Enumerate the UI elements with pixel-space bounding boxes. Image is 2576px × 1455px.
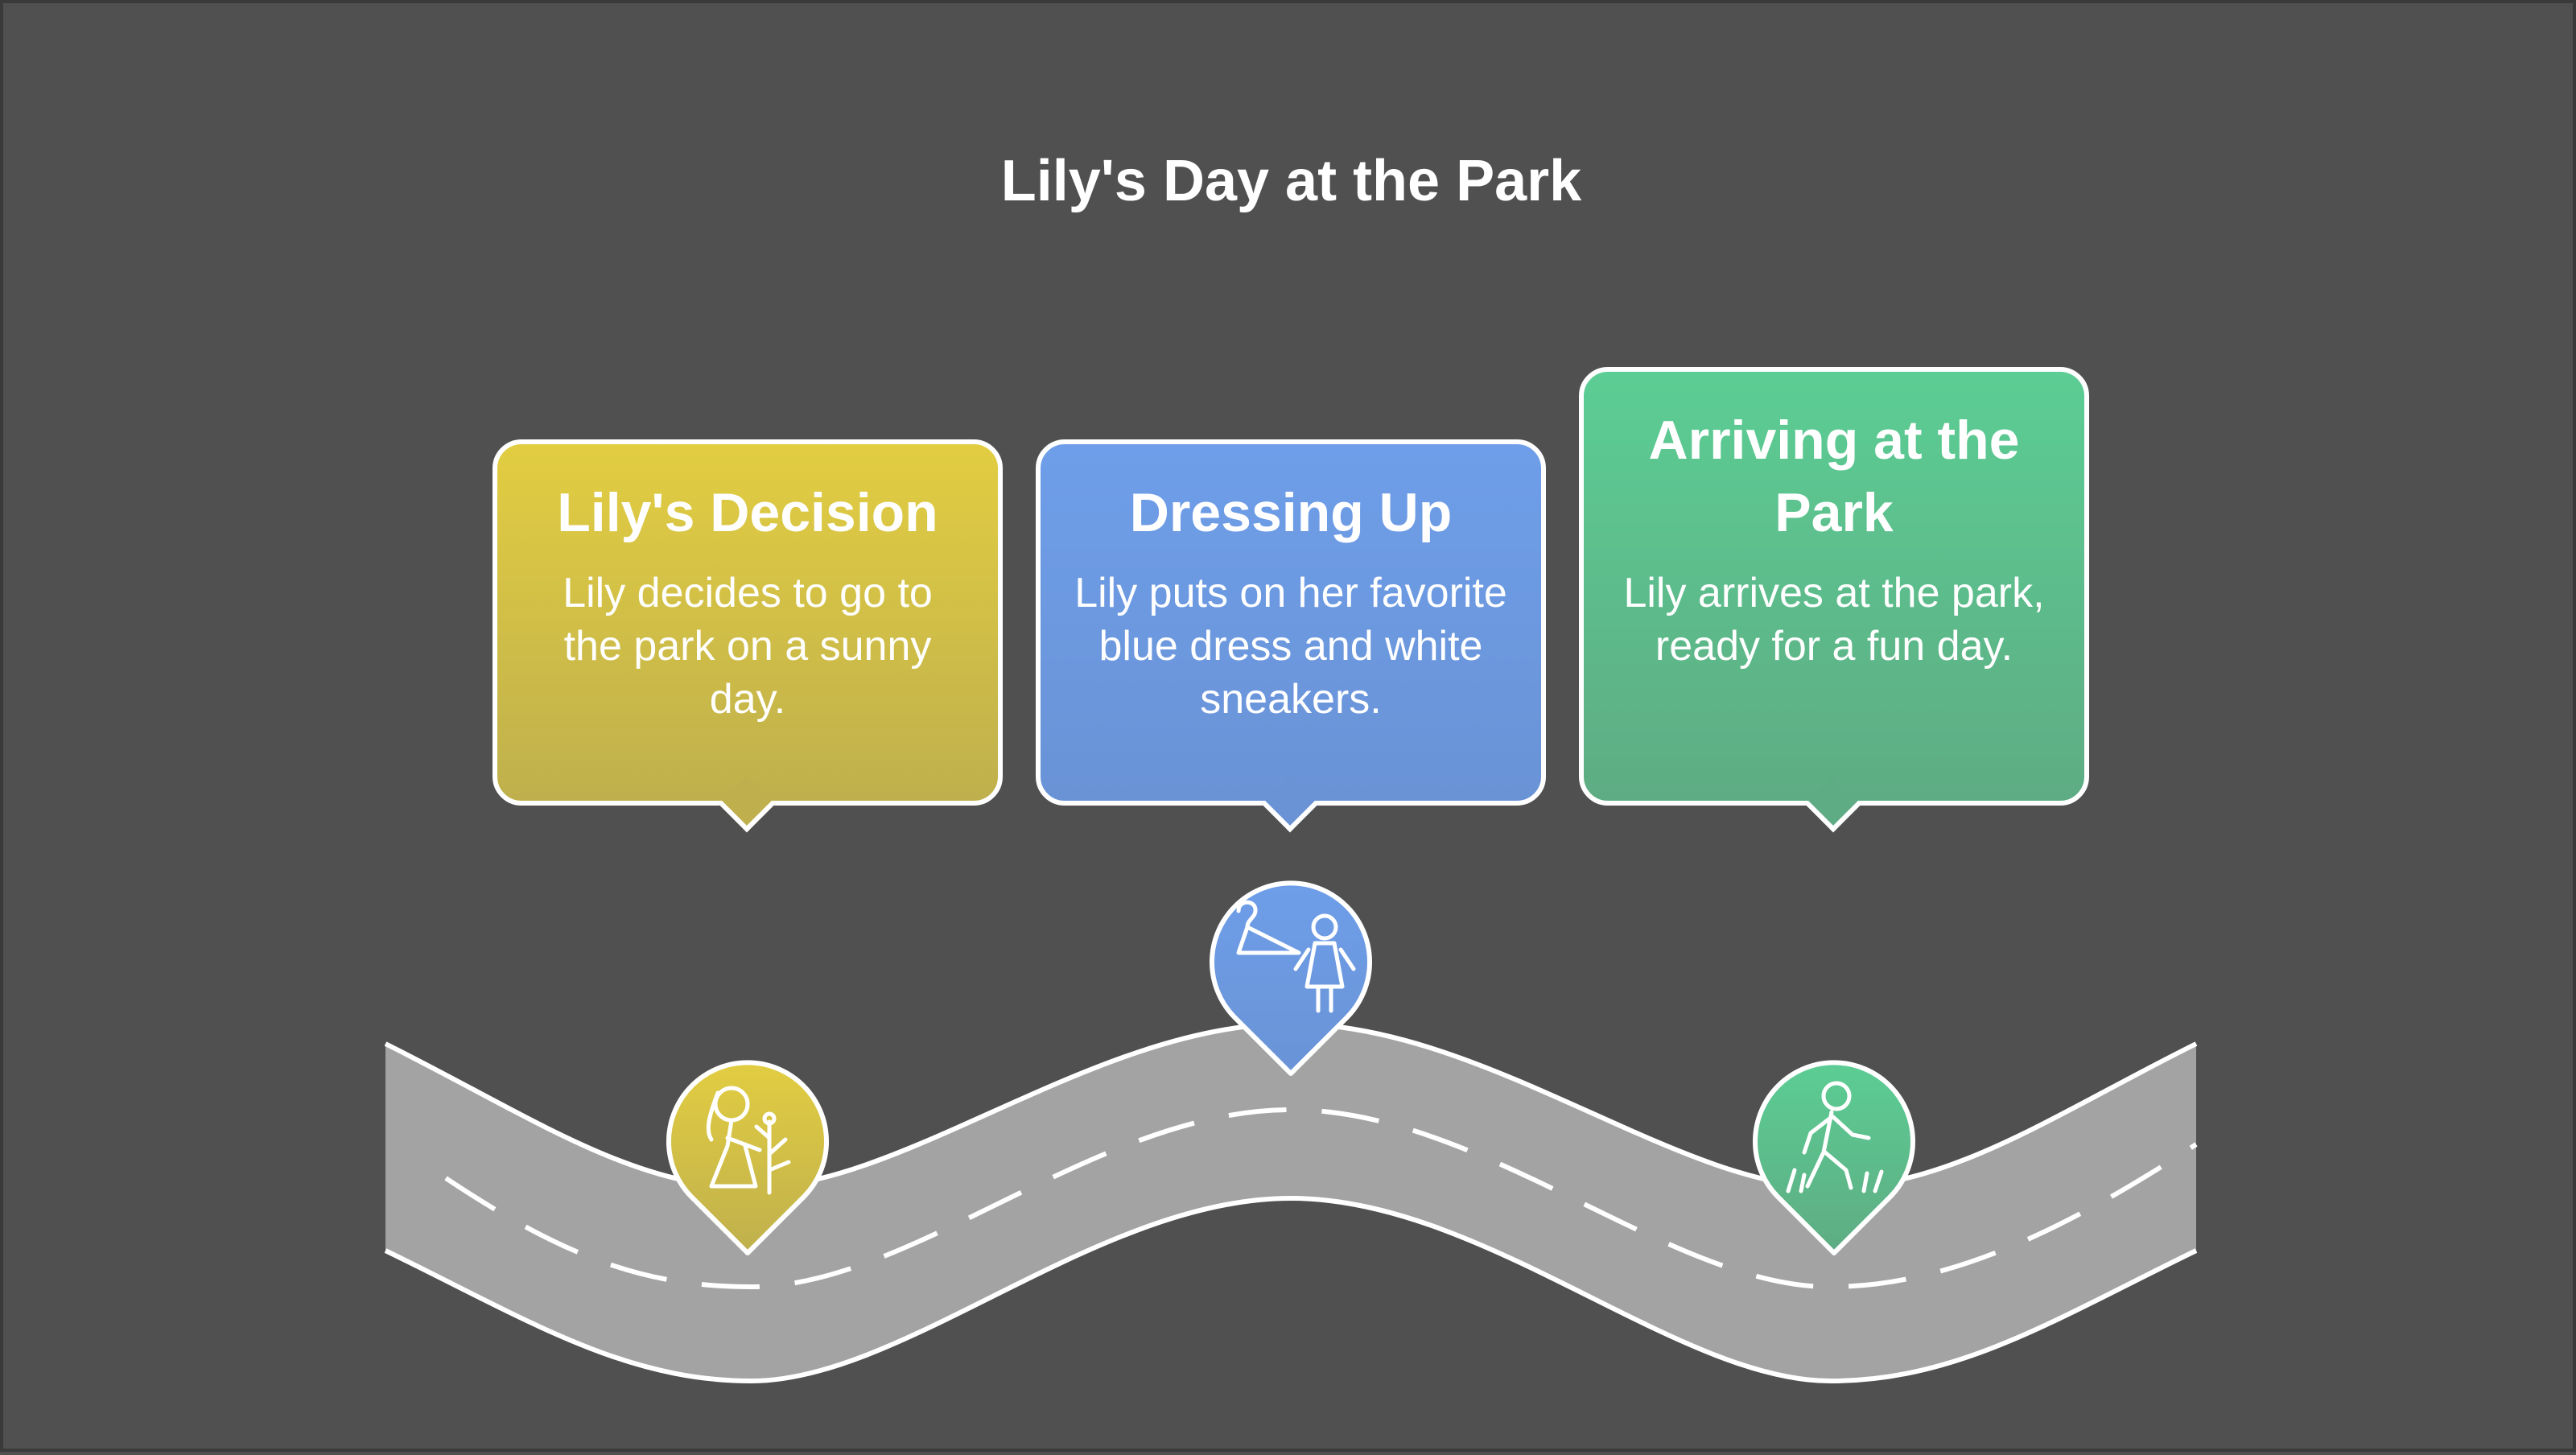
diagram-title: Lily's Day at the Park — [1000, 149, 1582, 213]
step-card-arriving-at-the-park: Arriving at the Park Lily arrives at the… — [1579, 367, 2089, 833]
marker-lilys-decision — [666, 1060, 829, 1255]
step-title: Lily's Decision — [557, 482, 938, 543]
step-title: Arriving at the Park — [1648, 410, 2020, 543]
road-bottom-edge — [384, 1195, 2198, 1384]
marker-arriving-at-the-park — [1753, 1060, 1915, 1255]
step-description: Lily arrives at the park, ready for a fu… — [1623, 570, 2045, 670]
marker-dressing-up — [1210, 880, 1372, 1076]
step-description: Lily decides to go to the park on a sunn… — [563, 570, 933, 723]
step-card-lilys-decision: Lily's Decision Lily decides to go to th… — [493, 439, 1003, 833]
step-description: Lily puts on her favorite blue dress and… — [1074, 570, 1507, 723]
girl-with-flower-icon — [706, 1086, 791, 1195]
hanger-and-girl-icon — [1236, 900, 1356, 1013]
step-title: Dressing Up — [1129, 482, 1453, 543]
walking-in-grass-icon — [1786, 1081, 1884, 1193]
step-card-dressing-up: Dressing Up Lily puts on her favorite bl… — [1036, 439, 1546, 833]
road-graphic — [384, 880, 2198, 1384]
road-surface — [385, 1024, 2196, 1381]
